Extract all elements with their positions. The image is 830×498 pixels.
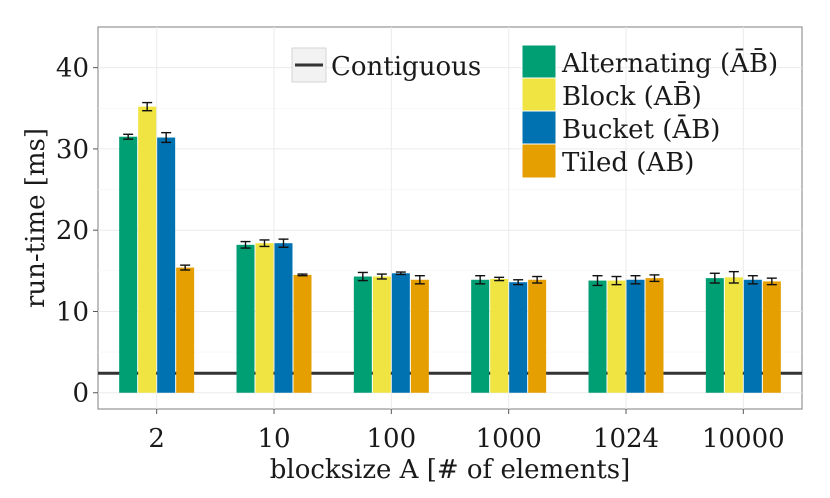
bar-tiled-1024 xyxy=(645,278,664,393)
legend-swatch-tiled xyxy=(521,143,557,179)
y-axis: 0 10 20 30 40 xyxy=(56,54,98,409)
bar-alternating-10 xyxy=(236,244,255,393)
y-tick-label-0: 0 xyxy=(72,379,89,409)
grid-lines xyxy=(98,27,802,409)
legend: Alternating (ĀB̄)Block (AB̄)Bucket (ĀB)T… xyxy=(521,44,778,179)
bar-tiled-1000 xyxy=(528,279,547,393)
bar-tiled-10 xyxy=(293,274,312,393)
x-tick-label-2: 2 xyxy=(148,424,165,454)
legend-swatch-bucket xyxy=(521,110,557,146)
bar-block-1024 xyxy=(607,280,626,393)
legend-label-alternating: Alternating (ĀB̄) xyxy=(561,47,778,79)
bar-bucket-10000 xyxy=(743,279,762,393)
bar-block-10 xyxy=(255,243,274,393)
y-axis-title: run-time [ms] xyxy=(21,128,51,308)
y-tick-label-30: 30 xyxy=(56,135,89,165)
x-tick-label-10000: 10000 xyxy=(702,424,785,454)
legend-label-tiled: Tiled (AB) xyxy=(562,148,694,178)
x-tick-label-100: 100 xyxy=(367,424,417,454)
x-tick-label-10: 10 xyxy=(257,424,290,454)
x-axis: 2 10 100 1000 1024 10000 xyxy=(148,409,785,454)
bar-alternating-2 xyxy=(119,136,138,393)
bar-alternating-10000 xyxy=(705,278,724,393)
legend-contiguous: Contiguous xyxy=(291,47,481,83)
legend-contiguous-label: Contiguous xyxy=(331,52,481,82)
bar-bucket-2 xyxy=(157,137,176,393)
bar-alternating-1024 xyxy=(588,280,607,393)
x-tick-label-1024: 1024 xyxy=(593,424,659,454)
bar-tiled-10000 xyxy=(762,281,781,393)
legend-swatch-alternating xyxy=(521,44,557,80)
bar-tiled-2 xyxy=(176,267,195,393)
legend-label-bucket: Bucket (ĀB) xyxy=(562,114,720,145)
bar-tiled-100 xyxy=(410,279,429,393)
bar-block-2 xyxy=(138,106,157,393)
bar-block-10000 xyxy=(724,277,743,393)
y-tick-label-20: 20 xyxy=(56,216,89,246)
bar-bucket-100 xyxy=(391,273,410,393)
y-tick-label-40: 40 xyxy=(56,54,89,84)
legend-swatch-block xyxy=(521,77,557,113)
bars-layer xyxy=(119,101,781,393)
bar-alternating-100 xyxy=(353,276,372,393)
y-tick-label-10: 10 xyxy=(56,297,89,327)
bar-bucket-10 xyxy=(274,243,293,393)
legend-label-block: Block (AB̄) xyxy=(562,80,702,112)
plot-panel xyxy=(97,26,803,410)
bar-bucket-1024 xyxy=(626,279,645,393)
bar-block-1000 xyxy=(490,278,509,393)
bar-block-100 xyxy=(372,276,391,393)
bar-bucket-1000 xyxy=(509,282,528,393)
x-axis-title: blocksize A [# of elements] xyxy=(270,455,631,485)
bar-alternating-1000 xyxy=(471,279,490,393)
x-tick-label-1000: 1000 xyxy=(476,424,542,454)
